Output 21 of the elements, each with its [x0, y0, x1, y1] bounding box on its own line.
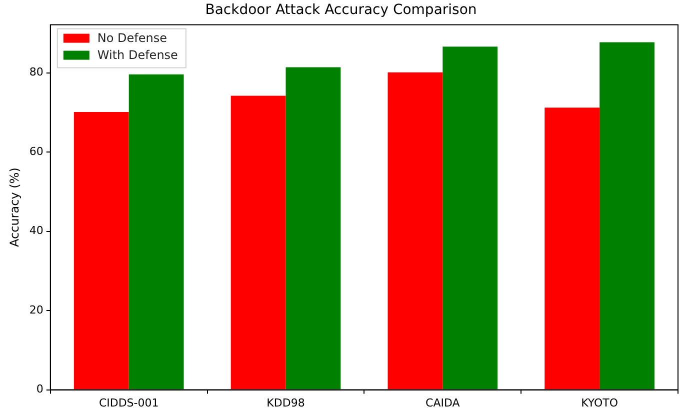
- x-tick-label: KDD98: [266, 396, 305, 410]
- x-tick-label: CIDDS-001: [98, 396, 159, 410]
- bar: [230, 96, 286, 390]
- bar: [600, 42, 654, 390]
- bar: [286, 67, 341, 390]
- legend-label: With Defense: [97, 48, 178, 62]
- chart-title: Backdoor Attack Accuracy Comparison: [205, 2, 477, 18]
- bar: [544, 108, 600, 390]
- x-tick-label: KYOTO: [581, 396, 618, 410]
- bar: [74, 112, 129, 390]
- y-tick-label: 0: [36, 382, 44, 396]
- y-tick-label: 80: [29, 66, 44, 79]
- y-tick-label: 60: [29, 144, 44, 158]
- bar: [442, 46, 498, 390]
- y-tick-label: 20: [29, 303, 44, 316]
- bar: [388, 72, 443, 390]
- bar: [128, 74, 184, 390]
- legend-label: No Defense: [97, 30, 168, 45]
- y-tick-label: 40: [29, 224, 44, 238]
- y-axis-title: Accuracy (%): [7, 168, 22, 247]
- x-tick-label: CAIDA: [426, 396, 460, 410]
